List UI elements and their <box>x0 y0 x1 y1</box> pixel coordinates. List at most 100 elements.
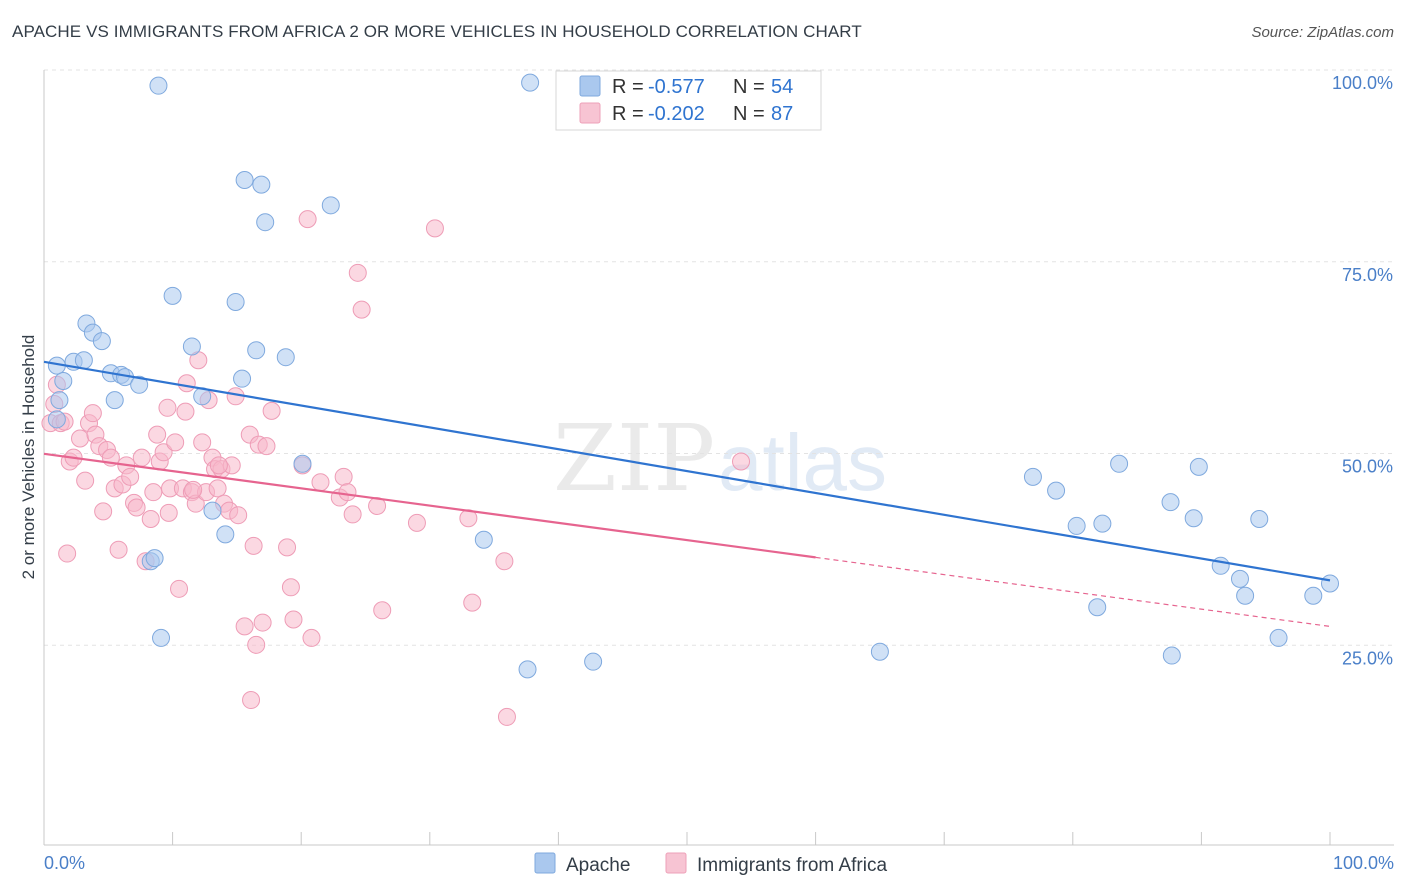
data-point <box>76 471 95 490</box>
data-point <box>463 593 482 612</box>
bottom-legend-swatch-apache <box>534 852 556 874</box>
data-point <box>235 171 254 190</box>
data-point <box>121 467 140 486</box>
data-point <box>144 483 163 502</box>
data-point <box>130 375 149 394</box>
gridlines <box>44 69 1394 646</box>
watermark: ZIP atlas <box>553 405 887 512</box>
data-point <box>348 263 367 282</box>
source-credit: Source: ZipAtlas.com <box>1251 24 1394 41</box>
correlation-legend: R = -0.577 N = 54 R = -0.202 N = 87 <box>555 70 822 131</box>
data-point <box>71 429 90 448</box>
africa-trend-line <box>43 452 816 559</box>
data-point <box>1321 574 1339 593</box>
apache-trend-line <box>43 360 1331 582</box>
y-tick-label: 75.0% <box>1342 265 1393 285</box>
data-point <box>152 628 171 647</box>
data-point <box>94 502 113 521</box>
data-point <box>302 628 321 647</box>
data-point <box>92 332 111 351</box>
data-point <box>154 443 173 462</box>
data-point <box>177 374 196 393</box>
data-point <box>50 391 69 410</box>
data-point <box>229 506 248 525</box>
legend-n-value-apache: 54 <box>771 76 793 98</box>
data-point <box>262 401 281 420</box>
legend-n-label-apache: N = <box>733 76 765 98</box>
y-tick-label: 25.0% <box>1342 648 1393 668</box>
legend-swatch-apache <box>579 75 601 97</box>
data-point <box>732 452 751 471</box>
data-point <box>425 219 444 238</box>
data-point <box>244 536 263 555</box>
data-point <box>1184 509 1203 528</box>
y-tick-label: 100.0% <box>1332 73 1393 93</box>
africa-trend-extension <box>815 556 1331 627</box>
data-point <box>1161 493 1180 512</box>
data-point <box>184 480 203 499</box>
trend-lines <box>43 360 1331 627</box>
data-point <box>1093 514 1112 533</box>
data-point <box>474 530 493 549</box>
data-point <box>235 617 254 636</box>
data-point <box>252 175 271 194</box>
data-point <box>1047 481 1066 500</box>
data-point <box>352 300 371 319</box>
legend-r-label-africa: R = <box>612 103 644 125</box>
data-point <box>298 210 317 229</box>
data-point <box>343 505 362 524</box>
watermark-zip: ZIP <box>553 405 715 512</box>
data-point <box>407 513 426 532</box>
data-point <box>109 540 128 559</box>
data-point <box>497 707 516 726</box>
data-point <box>276 348 295 367</box>
data-point <box>203 501 222 520</box>
legend-swatch-africa <box>579 102 601 124</box>
data-point <box>256 213 275 232</box>
data-point <box>281 578 300 597</box>
data-point <box>247 341 266 360</box>
series-apache <box>47 73 1339 679</box>
data-point <box>247 635 266 654</box>
legend-n-label-africa: N = <box>733 103 765 125</box>
data-point <box>132 448 151 467</box>
data-point <box>311 473 330 492</box>
data-point <box>278 538 297 557</box>
legend-r-label-apache: R = <box>612 76 644 98</box>
data-point <box>373 601 392 620</box>
legend-n-value-africa: 87 <box>771 103 793 125</box>
data-point <box>242 691 261 710</box>
data-point <box>284 610 303 629</box>
data-point <box>163 286 182 305</box>
data-point <box>159 503 178 522</box>
data-point <box>158 398 177 417</box>
data-point <box>233 369 252 388</box>
data-point <box>208 479 227 498</box>
data-point <box>182 337 201 356</box>
y-tick-label: 50.0% <box>1342 457 1393 477</box>
data-point <box>226 292 245 311</box>
data-point <box>170 579 189 598</box>
data-point <box>334 467 353 486</box>
legend-r-value-africa: -0.202 <box>648 103 705 125</box>
data-point <box>521 73 540 92</box>
chart-title: APACHE VS IMMIGRANTS FROM AFRICA 2 OR MO… <box>12 22 862 41</box>
bottom-legend-label-africa: Immigrants from Africa <box>697 855 887 876</box>
bottom-legend-label-apache: Apache <box>566 855 630 876</box>
data-point <box>145 549 164 568</box>
data-point <box>216 525 235 544</box>
data-point <box>148 425 167 444</box>
x-axis-ticks <box>43 832 1331 845</box>
data-point <box>105 391 124 410</box>
data-point <box>338 483 357 502</box>
y-tick-labels: 25.0% 50.0% 75.0% 100.0% <box>1332 73 1393 668</box>
data-point <box>321 196 340 215</box>
data-point <box>584 652 603 671</box>
data-point <box>518 660 537 679</box>
data-point <box>257 437 276 456</box>
series-immigrants-from-africa <box>41 210 751 726</box>
data-point <box>1162 646 1181 665</box>
data-point <box>127 498 146 517</box>
x-tick-label-max: 100.0% <box>1333 853 1394 873</box>
